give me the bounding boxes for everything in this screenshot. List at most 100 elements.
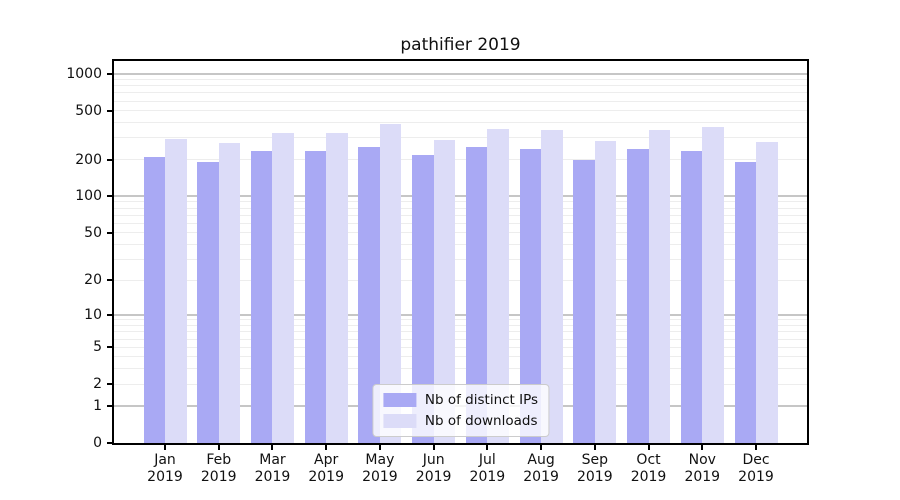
bar-sep-distinct-ips [573,160,595,443]
legend-swatch-downloads [382,414,416,428]
year-label: 2019 [523,469,559,485]
x-tick-label-apr: Apr 2019 [294,452,358,486]
month-label: Dec [742,452,770,468]
bar-may-distinct-ips [358,147,380,443]
year-label: 2019 [147,469,183,485]
bar-jul-distinct-ips [465,147,488,443]
year-label: 2019 [738,469,774,485]
bars-layer [114,61,807,443]
minor-gridline-8 [114,325,807,327]
month-label: Feb [206,452,232,468]
y-tick-label-5: 5 [93,339,102,356]
x-tick-label-jul: Jul 2019 [455,452,519,486]
minor-gridline-20 [114,279,807,281]
bar-apr-distinct-ips [304,151,327,443]
chart-title: pathifier 2019 [400,35,521,55]
minor-gridline-3 [114,368,807,370]
month-label: Mar [259,452,286,468]
bar-nov-downloads [702,126,724,443]
y-tick-1 [107,404,112,407]
minor-gridline-30 [114,258,807,260]
bar-sep-downloads [594,141,617,443]
y-tick-label-200: 200 [75,151,102,168]
minor-gridline-200 [114,159,807,161]
bar-dec-distinct-ips [734,162,756,443]
minor-gridline-70 [114,214,807,216]
bar-jul-downloads [487,129,509,443]
x-tick-label-sep: Sep 2019 [563,452,627,486]
bar-jun-downloads [433,140,456,443]
year-label: 2019 [200,469,237,485]
minor-gridline-900 [114,78,807,80]
minor-gridline-6 [114,338,807,340]
y-tick-200 [107,158,112,161]
x-tick-aug [540,445,543,450]
legend-item-distinct-ips: Nb of distinct IPs [382,392,539,408]
minor-gridline-7 [114,331,807,333]
legend-label-distinct-ips: Nb of distinct IPs [424,392,539,408]
x-tick-nov [701,445,704,450]
y-tick-100 [107,195,112,198]
year-label: 2019 [630,469,667,485]
bar-jun-distinct-ips [412,154,434,443]
y-tick-0 [107,442,112,444]
x-tick-label-oct: Oct 2019 [617,452,681,486]
plot-area: Nb of distinct IPs Nb of downloads [112,59,809,445]
x-tick-jan [164,445,166,450]
bar-nov-distinct-ips [680,150,703,443]
y-tick-50 [107,231,112,234]
grid-layer [114,61,807,443]
major-gridline-1000 [114,72,807,75]
major-gridline-10 [114,313,807,316]
month-label: Sep [581,452,608,468]
x-tick-label-nov: Nov 2019 [670,452,734,486]
x-tick-feb [217,445,220,450]
minor-gridline-50 [114,232,807,234]
bar-oct-distinct-ips [627,149,649,443]
x-tick-jun [432,445,435,450]
x-tick-jul [486,445,489,450]
legend-swatch-distinct-ips [382,393,416,407]
minor-gridline-40 [114,244,807,246]
bar-jan-downloads [165,138,187,443]
x-tick-may [378,445,381,450]
y-tick-label-20: 20 [84,272,102,289]
x-tick-label-may: May 2019 [348,452,412,486]
minor-gridline-9 [114,319,807,321]
y-tick-2 [107,383,112,386]
major-gridline-100 [114,195,807,198]
bar-mar-downloads [272,133,294,443]
bar-aug-downloads [541,129,563,443]
year-label: 2019 [362,469,398,485]
month-label: Apr [314,452,339,468]
bar-mar-distinct-ips [250,151,273,443]
minor-gridline-300 [114,137,807,139]
bar-oct-downloads [648,130,671,443]
month-label: Oct [636,452,661,468]
y-tick-label-1000: 1000 [66,65,102,82]
year-label: 2019 [254,469,291,485]
minor-gridline-5 [114,346,807,348]
year-label: 2019 [469,469,506,485]
bar-aug-distinct-ips [519,148,542,443]
y-tick-label-2: 2 [93,376,102,393]
month-label: Jul [478,452,496,468]
x-tick-apr [325,445,328,450]
x-tick-label-dec: Dec 2019 [724,452,788,486]
x-tick-label-aug: Aug 2019 [509,452,573,486]
minor-gridline-60 [114,222,807,224]
x-tick-label-feb: Feb 2019 [187,452,251,486]
month-label: Nov [688,452,716,468]
month-label: Jan [154,452,176,468]
bar-dec-downloads [756,142,778,443]
year-label: 2019 [684,469,721,485]
minor-gridline-500 [114,110,807,112]
x-tick-sep [593,445,596,450]
bar-feb-downloads [218,143,241,443]
y-tick-500 [107,109,112,112]
y-tick-10 [107,313,112,316]
year-label: 2019 [415,469,452,485]
bar-jan-distinct-ips [143,157,165,443]
bar-may-downloads [379,124,402,443]
